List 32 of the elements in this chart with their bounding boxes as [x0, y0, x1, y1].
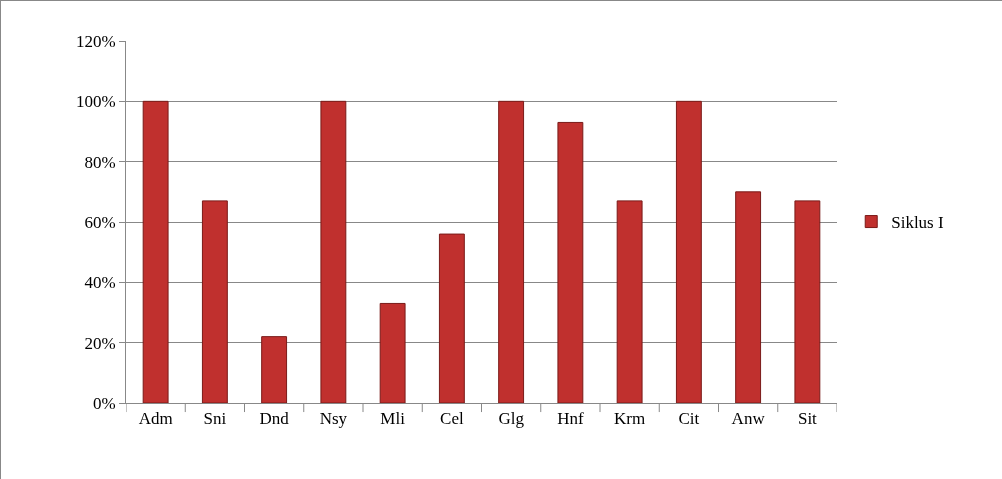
bar [379, 302, 406, 403]
y-tick-label: 100% [75, 92, 116, 112]
y-tick-label: 20% [84, 333, 116, 353]
bar [794, 200, 821, 403]
x-tick-label: Hnf [557, 409, 584, 429]
bar [557, 121, 584, 403]
bar [142, 100, 169, 403]
bar [675, 100, 702, 403]
y-tick-label: 60% [84, 212, 116, 232]
bar [616, 200, 643, 403]
bar [498, 100, 525, 403]
y-tick-label: 40% [84, 273, 116, 293]
x-tick-label: Cel [440, 409, 464, 429]
x-tick-label: Krm [614, 409, 646, 429]
x-tick-label: Nsy [319, 409, 348, 429]
y-tick-label: 120% [75, 31, 116, 51]
x-tick-label: Cit [678, 409, 700, 429]
x-tick-label: Adm [138, 409, 173, 429]
y-tick-label: 80% [84, 152, 116, 172]
x-tick-label: Glg [498, 409, 525, 429]
bar [735, 191, 762, 403]
x-tick-label: Mli [380, 409, 406, 429]
x-tick-label: Sit [797, 409, 818, 429]
legend-label: Siklus I [891, 213, 944, 233]
x-tick-label: Anw [731, 409, 766, 429]
bar [201, 200, 228, 403]
bar [261, 336, 288, 403]
x-tick-label: Sni [203, 409, 227, 429]
bar [320, 100, 347, 403]
bar [438, 233, 465, 403]
y-tick-label: 0% [92, 393, 116, 413]
x-tick-label: Dnd [259, 409, 290, 429]
